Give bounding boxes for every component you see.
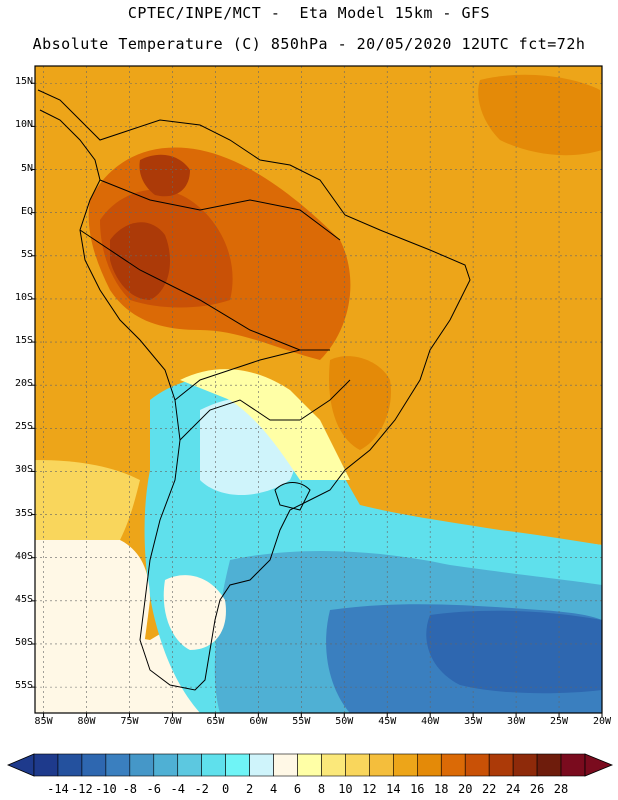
colorbar-label: 2 [245, 782, 254, 796]
colorbar-swatch [512, 753, 538, 777]
colorbar-label: -14 [47, 782, 69, 796]
rio-de-la-plata [274, 482, 311, 511]
latitude-label: 30S [14, 464, 33, 476]
temperature-field [35, 66, 602, 713]
field-warm-atlantic [478, 74, 602, 156]
colorbar-swatch [345, 753, 370, 777]
colorbar-swatch [393, 753, 418, 777]
colorbar-label: 0 [222, 782, 230, 796]
south-america-outline [37, 89, 471, 691]
latitude-label: 15N [14, 76, 33, 88]
colorbar-swatch [440, 753, 466, 777]
colorbar-label: 22 [481, 782, 497, 796]
longitude-label: 55W [292, 716, 311, 727]
field-yellow-pacific [35, 460, 140, 540]
longitude-label: 25W [550, 716, 569, 727]
colorbar-swatch [177, 753, 202, 777]
colorbar-swatch [417, 753, 442, 777]
colorbar-label: -8 [122, 782, 138, 796]
colorbar-arrow-max [584, 753, 614, 777]
title-line-1: CPTEC/INPE/MCT - Eta Model 15km - GFS [127, 4, 491, 22]
longitude-label: 45W [378, 716, 397, 727]
latitude-label: 10N [14, 119, 33, 131]
latitude-label: 45S [14, 593, 33, 605]
longitude-label: 20W [592, 716, 612, 727]
coastline [37, 89, 471, 691]
colorbar-swatch [225, 753, 250, 777]
longitude-label: 35W [464, 716, 483, 727]
field-cold-deepest [426, 610, 602, 694]
colorbar-swatch [536, 753, 562, 777]
title-line-2: Absolute Temperature (C) 850hPa - 20/05/… [32, 35, 586, 53]
field-cream-pacific [35, 540, 150, 713]
colorbar-swatch [129, 753, 155, 777]
latitude-label: 40S [14, 550, 33, 562]
colorbar-swatch [249, 753, 274, 777]
colorbar-label: -6 [146, 782, 161, 796]
colorbar-swatch [105, 753, 131, 777]
colorbar-label: 12 [362, 782, 377, 796]
latitude-label: 10S [14, 291, 33, 303]
colorbar-label: 20 [457, 782, 473, 796]
colorbar-swatch [321, 753, 346, 777]
map-frame [34, 65, 603, 714]
colorbar-label: 28 [553, 782, 569, 796]
colorbar-label: 8 [317, 782, 326, 796]
longitude-label: 85W [34, 716, 53, 727]
axis-ticks [31, 82, 603, 717]
latitude-label: 5S [20, 248, 33, 260]
colorbar-label: -2 [194, 782, 209, 796]
latitude-label: 5N [20, 162, 33, 174]
field-cream-patagonia [163, 575, 226, 650]
latitude-label: 50S [14, 636, 33, 648]
border-north-argentina [179, 379, 351, 441]
colorbar-swatch [464, 753, 490, 777]
colorbar-swatch [560, 753, 586, 777]
longitude-label: 40W [421, 716, 440, 727]
colorbar-swatch [369, 753, 394, 777]
colorbar-label: 18 [434, 782, 449, 796]
longitude-label: 50W [335, 716, 354, 727]
colorbar-label: 14 [386, 782, 401, 796]
border-peru-brazil [79, 229, 301, 351]
field-hot-north [139, 154, 190, 197]
colorbar-label: 24 [505, 782, 521, 796]
field-hottest [110, 222, 170, 300]
colorbar-swatch [33, 753, 59, 777]
colorbar-swatch [153, 753, 179, 777]
colorbar-label: 10 [338, 782, 353, 796]
field-yellow-band [180, 369, 350, 480]
colorbar-swatch [57, 753, 83, 777]
latitude-label: 25S [14, 421, 33, 433]
longitude-label: 80W [77, 716, 96, 727]
colorbar-label: -12 [71, 782, 93, 796]
longitude-label: 65W [206, 716, 225, 727]
colorbar-swatch [201, 753, 226, 777]
colorbar-swatch [81, 753, 107, 777]
colorbar [6, 753, 614, 777]
latitude-label: 55S [14, 680, 33, 692]
colorbar-label: 16 [410, 782, 425, 796]
latitude-label: 15S [14, 335, 33, 347]
longitude-label: 70W [163, 716, 182, 727]
colorbar-label: -10 [95, 782, 117, 796]
longitude-label: 75W [120, 716, 139, 727]
colorbar-label: 4 [269, 782, 278, 796]
longitude-label: 60W [249, 716, 268, 727]
latitude-label: 35S [14, 507, 33, 519]
colorbar-swatch [297, 753, 322, 777]
latitude-label: 20S [14, 378, 33, 390]
colorbar-label: 6 [293, 782, 302, 796]
colorbar-label: -4 [170, 782, 185, 796]
colorbar-label: 26 [529, 782, 545, 796]
colorbar-arrow-min [6, 753, 35, 777]
longitude-label: 30W [507, 716, 526, 727]
border-bolivia [174, 349, 330, 401]
colorbar-swatch [273, 753, 298, 777]
latitude-label: EQ [20, 205, 33, 217]
colorbar-swatch [488, 753, 514, 777]
border-amazon [99, 179, 341, 241]
